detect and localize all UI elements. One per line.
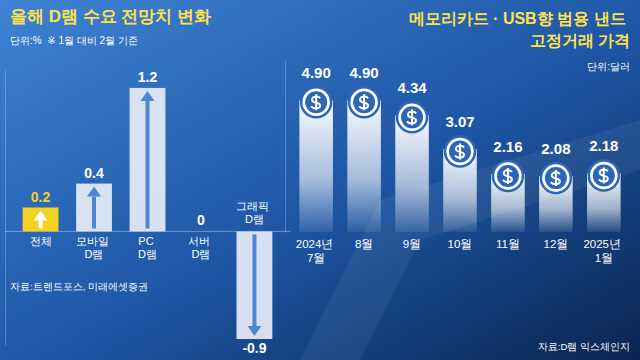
data-label: 4.34 bbox=[397, 79, 427, 96]
x-tick-label: 2024년 7월 bbox=[296, 238, 337, 264]
icon-ring bbox=[541, 163, 571, 193]
icon-symbol bbox=[551, 170, 560, 186]
icon-symbol bbox=[503, 168, 512, 184]
icon-disc bbox=[545, 167, 567, 189]
data-label: 0.4 bbox=[84, 165, 104, 181]
title: 올해 D램 수요 전망치 변화 bbox=[10, 7, 211, 26]
subtitle: 단위:달러 bbox=[587, 61, 630, 72]
chart-svg: 올해 D램 수요 전망치 변화단위:% ※ 1월 대비 2월 기준자료:트렌드포… bbox=[0, 0, 640, 360]
y-axis-line bbox=[285, 61, 286, 233]
dollar-icon bbox=[301, 87, 331, 117]
x-tick-label: 10월 bbox=[448, 238, 473, 250]
marks bbox=[23, 88, 273, 339]
icon-symbol bbox=[311, 94, 320, 110]
bar-arrow-shaft bbox=[146, 101, 150, 228]
data-label: 4.90 bbox=[302, 64, 331, 81]
labels: 0.2 전체 0.4 모바일 D램 1.2 PC D램 0 서버 D램 -0.9 그래픽 D램 bbox=[30, 69, 273, 356]
dollar-icon bbox=[349, 87, 379, 117]
bar-arrow-shaft bbox=[39, 221, 43, 229]
x-tick-label: 모바일 D램 bbox=[76, 235, 112, 260]
icon-disc bbox=[449, 140, 471, 162]
y-axis bbox=[285, 61, 286, 233]
icon-ring bbox=[397, 102, 427, 132]
bar bbox=[183, 231, 219, 232]
icon-symbol bbox=[599, 167, 608, 183]
bar bbox=[130, 88, 166, 231]
icon-symbol bbox=[407, 109, 416, 125]
x-tick-label: 서버 D램 bbox=[188, 235, 213, 260]
icon-ring bbox=[589, 160, 619, 190]
bar bbox=[23, 208, 59, 232]
icon-disc bbox=[353, 91, 375, 113]
dollar-icon bbox=[589, 160, 619, 190]
bar bbox=[347, 100, 381, 232]
data-label: 2.18 bbox=[589, 137, 618, 154]
bar bbox=[76, 184, 112, 232]
x-tick-label: 8월 bbox=[355, 238, 373, 250]
bar-arrow-shaft bbox=[92, 197, 96, 229]
data-label: 1.2 bbox=[138, 69, 158, 85]
x-tick-label: 2025년 1월 bbox=[583, 238, 624, 264]
icon-disc bbox=[305, 91, 327, 113]
dollar-icon bbox=[541, 163, 571, 193]
labels: 4.90 2024년 7월 4.90 8월 4.34 9월 3.07 10월 2.16 11월 2.… bbox=[296, 64, 624, 264]
chart-0: 올해 D램 수요 전망치 변화단위:% ※ 1월 대비 2월 기준자료:트렌드포… bbox=[5, 7, 290, 356]
x-tick-label: 전체 bbox=[30, 235, 52, 247]
icon-ring bbox=[301, 87, 331, 117]
x-tick-label: 그래픽 D램 bbox=[236, 200, 272, 225]
data-label: 2.16 bbox=[493, 138, 522, 155]
x-tick-label: 11월 bbox=[496, 238, 520, 250]
subtitle: 단위:% ※ 1월 대비 2월 기준 bbox=[10, 35, 138, 46]
bar bbox=[299, 100, 333, 232]
data-label: 0.2 bbox=[31, 189, 51, 205]
bar bbox=[237, 231, 273, 339]
source: 자료:트렌드포스, 미래에셋증권 bbox=[10, 281, 148, 292]
title: 메모리카드 · USB향 범용 낸드 고정거래 가격 bbox=[409, 10, 630, 49]
data-label: 0 bbox=[197, 212, 205, 228]
marks bbox=[299, 87, 620, 232]
icon-disc bbox=[401, 106, 423, 128]
y-axis bbox=[5, 71, 6, 346]
dollar-icon bbox=[445, 136, 475, 166]
x-tick-label: 12월 bbox=[543, 238, 568, 250]
chart-container: 올해 D램 수요 전망치 변화단위:% ※ 1월 대비 2월 기준자료:트렌드포… bbox=[0, 0, 640, 360]
x-tick-label: PC D램 bbox=[138, 235, 157, 260]
icon-symbol bbox=[359, 94, 368, 110]
bar-arrow-head bbox=[247, 326, 261, 336]
data-label: 4.90 bbox=[350, 64, 379, 81]
y-axis-line bbox=[5, 71, 6, 346]
bar-arrow-head bbox=[87, 187, 101, 197]
x-tick-label: 9월 bbox=[403, 238, 421, 250]
icon-disc bbox=[497, 165, 519, 187]
data-label: 3.07 bbox=[445, 113, 474, 130]
icon-disc bbox=[593, 164, 615, 186]
dollar-icon bbox=[397, 102, 427, 132]
bar-arrow-head bbox=[34, 211, 48, 221]
icon-symbol bbox=[455, 143, 464, 159]
data-label: -0.9 bbox=[242, 340, 266, 356]
icon-ring bbox=[493, 161, 523, 191]
background bbox=[0, 0, 640, 360]
bar-arrow-head bbox=[141, 91, 155, 101]
dollar-icon bbox=[493, 161, 523, 191]
bar-arrow-shaft bbox=[252, 234, 256, 326]
icon-ring bbox=[349, 87, 379, 117]
chart-1: 메모리카드 · USB향 범용 낸드 고정거래 가격단위:달러자료:D램 익스체… bbox=[286, 10, 631, 352]
icon-ring bbox=[445, 136, 475, 166]
data-label: 2.08 bbox=[541, 140, 570, 157]
source: 자료:D램 익스체인지 bbox=[538, 341, 630, 352]
